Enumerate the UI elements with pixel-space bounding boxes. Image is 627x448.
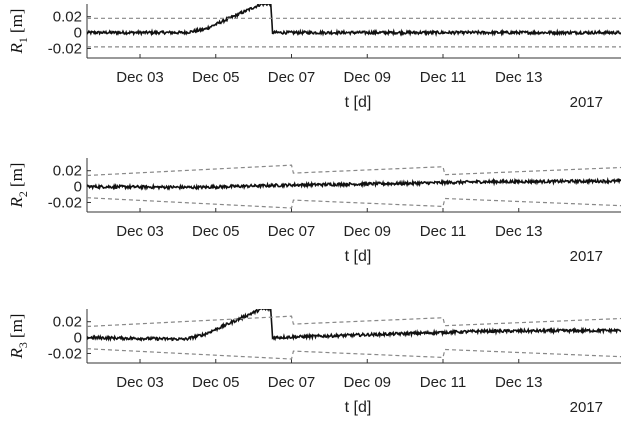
x-tick-label: Dec 09 — [343, 223, 391, 240]
y-axis-symbol: R — [7, 196, 26, 208]
chart-panel-2: 0.020-0.02 Dec 03 Dec 05 Dec 07 Dec 09 Dec 11… — [7, 158, 621, 265]
y-axis-subscript: 2 — [16, 191, 30, 197]
series-residual — [87, 309, 621, 342]
y-tick-label: 0.02 — [53, 314, 82, 331]
plot-area — [87, 309, 621, 360]
y-axis-symbol: R — [7, 42, 26, 54]
x-tick-label: Dec 13 — [495, 374, 543, 391]
y-axis-symbol: R — [7, 347, 26, 359]
y-tick-label: 0 — [74, 179, 82, 196]
plot-area — [87, 164, 621, 209]
series-bound-lower — [87, 348, 621, 360]
x-tick-label: Dec 03 — [116, 69, 164, 86]
x-tick-label: Dec 11 — [420, 69, 466, 86]
x-axis-label: t [d] — [345, 248, 372, 265]
series-bound-upper — [87, 315, 621, 328]
x-tick-label: Dec 05 — [192, 374, 240, 391]
chart-panel-3: 0.020-0.02 Dec 03 Dec 05 Dec 07 Dec 09 Dec 11… — [7, 309, 621, 416]
y-tick-label: -0.02 — [48, 40, 82, 57]
y-axis-unit: [m] — [7, 314, 26, 339]
series-bound-upper — [87, 164, 621, 177]
x-tick-label: Dec 11 — [420, 374, 466, 391]
series-residual — [87, 176, 621, 191]
chart-panel-1: 0.020-0.02 Dec 03 Dec 05 Dec 07 Dec 09 Dec 11… — [7, 4, 621, 111]
x-tick-label: Dec 05 — [192, 69, 240, 86]
y-tick-label: 0 — [74, 25, 82, 42]
x-tick-label: Dec 07 — [268, 223, 316, 240]
y-axis-subscript: 3 — [16, 342, 30, 348]
x-tick-label: Dec 03 — [116, 223, 164, 240]
y-tick-label: 0.02 — [53, 163, 82, 180]
y-axis-subscript: 1 — [16, 37, 30, 43]
x-tick-label: Dec 07 — [268, 69, 316, 86]
x-tick-label: Dec 07 — [268, 374, 316, 391]
x-tick-label: Dec 13 — [495, 223, 543, 240]
x-tick-label: Dec 09 — [343, 374, 391, 391]
x-tick-label: Dec 11 — [420, 223, 466, 240]
y-tick-label: -0.02 — [48, 345, 82, 362]
y-axis-label: R3 [m] — [7, 314, 30, 360]
x-tick-label: Dec 03 — [116, 374, 164, 391]
plot-area — [87, 4, 621, 48]
x-tick-label: Dec 13 — [495, 69, 543, 86]
y-tick-label: 0 — [74, 330, 82, 347]
series-bound-lower — [87, 197, 621, 209]
year-label: 2017 — [570, 399, 603, 416]
series-residual — [87, 4, 621, 37]
y-axis-unit: [m] — [7, 163, 26, 188]
y-axis-label: R2 [m] — [7, 163, 30, 209]
y-tick-label: 0.02 — [53, 9, 82, 26]
year-label: 2017 — [570, 248, 603, 265]
x-tick-label: Dec 09 — [343, 69, 391, 86]
x-axis-label: t [d] — [345, 94, 372, 111]
y-tick-label: -0.02 — [48, 194, 82, 211]
x-axis-label: t [d] — [345, 399, 372, 416]
y-axis-label: R1 [m] — [7, 9, 30, 55]
year-label: 2017 — [570, 94, 603, 111]
x-tick-label: Dec 05 — [192, 223, 240, 240]
y-axis-unit: [m] — [7, 9, 26, 34]
